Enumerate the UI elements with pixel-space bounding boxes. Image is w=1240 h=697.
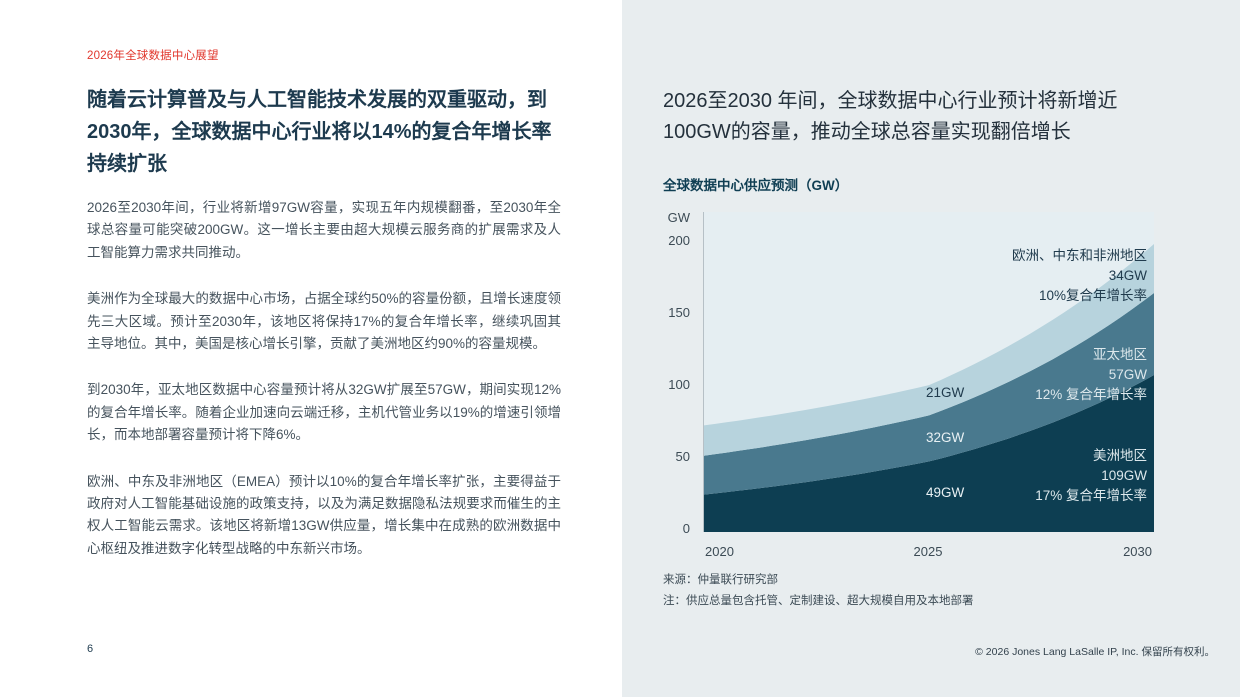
apac-region-callout: 亚太地区 57GW 12% 复合年增长率 xyxy=(1035,345,1147,405)
body-copy: 2026至2030年间，行业将新增97GW容量，实现五年内规模翻番，至2030年… xyxy=(87,197,561,560)
apac-2025-value-label: 32GW xyxy=(926,430,965,445)
footer-copyright: © 2026 Jones Lang LaSalle IP, Inc. 保留所有权… xyxy=(975,646,1215,658)
paragraph-overview: 2026至2030年间，行业将新增97GW容量，实现五年内规模翻番，至2030年… xyxy=(87,200,561,260)
americas-cagr: 17% 复合年增长率 xyxy=(1035,488,1147,503)
panel-headline: 2026至2030 年间，全球数据中心行业预计将新增近 100GW的容量，推动全… xyxy=(663,86,1203,148)
americas-2025-value-label: 49GW xyxy=(926,485,965,500)
americas-region-name: 美洲地区 xyxy=(1093,448,1147,463)
chart-title: 全球数据中心供应预测（GW） xyxy=(663,178,849,193)
americas-region-callout: 美洲地区 109GW 17% 复合年增长率 xyxy=(1035,446,1147,506)
apac-region-name: 亚太地区 xyxy=(1093,347,1147,362)
y-tick-0: 0 xyxy=(682,521,690,536)
left-column: 2026年全球数据中心展望 随着云计算普及与人工智能技术发展的双重驱动，到 20… xyxy=(87,47,561,584)
americas-2030-value: 109GW xyxy=(1101,468,1147,483)
area-band-1 xyxy=(704,293,1154,495)
page-title-line-1: 随着云计算普及与人工智能技术发展的双重驱动，到 xyxy=(87,89,547,111)
chart-note: 注：供应总量包含托管、定制建设、超大规模自用及本地部署 xyxy=(663,595,974,607)
page-number: 6 xyxy=(87,643,94,655)
apac-cagr: 12% 复合年增长率 xyxy=(1035,387,1147,402)
x-tick-2030: 2030 xyxy=(1123,544,1152,559)
chart-canvas xyxy=(704,212,1154,532)
emea-region-name: 欧洲、中东和非洲地区 xyxy=(1012,248,1147,263)
panel-headline-line-2: 100GW的容量，推动全球总容量实现翻倍增长 xyxy=(663,121,1071,143)
chart-source: 来源：仲量联行研究部 xyxy=(663,574,778,586)
y-tick-50: 50 xyxy=(675,449,690,464)
page-title: 随着云计算普及与人工智能技术发展的双重驱动，到 2030年，全球数据中心行业将以… xyxy=(87,84,561,180)
page-title-line-2: 2030年，全球数据中心行业将以14%的复合年增长率 xyxy=(87,121,552,143)
y-axis-unit-label: GW xyxy=(667,210,690,225)
page-title-line-3: 持续扩张 xyxy=(87,153,167,175)
y-tick-150: 150 xyxy=(668,305,690,320)
apac-2030-value: 57GW xyxy=(1108,367,1147,382)
area-band-0 xyxy=(704,375,1154,532)
paragraph-emea: 欧洲、中东及非洲地区（EMEA）预计以10%的复合年增长率扩张，主要得益于政府对… xyxy=(87,473,561,556)
emea-2025-value-label: 21GW xyxy=(926,385,965,400)
emea-region-callout: 欧洲、中东和非洲地区 34GW 10%复合年增长率 xyxy=(1012,246,1147,306)
paragraph-apac: 到2030年，亚太地区数据中心容量预计将从32GW扩展至57GW，期间实现12%… xyxy=(87,382,561,443)
area-band-2 xyxy=(704,244,1154,456)
report-eyebrow: 2026年全球数据中心展望 xyxy=(87,50,219,62)
emea-cagr: 10%复合年增长率 xyxy=(1038,288,1147,303)
y-tick-200: 200 xyxy=(668,233,690,248)
x-tick-2025: 2025 xyxy=(913,544,943,559)
panel-headline-line-1: 2026至2030 年间，全球数据中心行业预计将新增近 xyxy=(663,90,1118,112)
y-tick-100: 100 xyxy=(668,377,690,392)
emea-2030-value: 34GW xyxy=(1108,268,1147,283)
paragraph-americas: 美洲作为全球最大的数据中心市场，占据全球约50%的容量份额，且增长速度领先三大区… xyxy=(87,291,561,352)
stacked-area-chart xyxy=(703,212,1154,532)
x-tick-2020: 2020 xyxy=(705,544,734,559)
chart-source-note: 来源：仲量联行研究部 注：供应总量包含托管、定制建设、超大规模自用及本地部署 xyxy=(663,570,974,612)
